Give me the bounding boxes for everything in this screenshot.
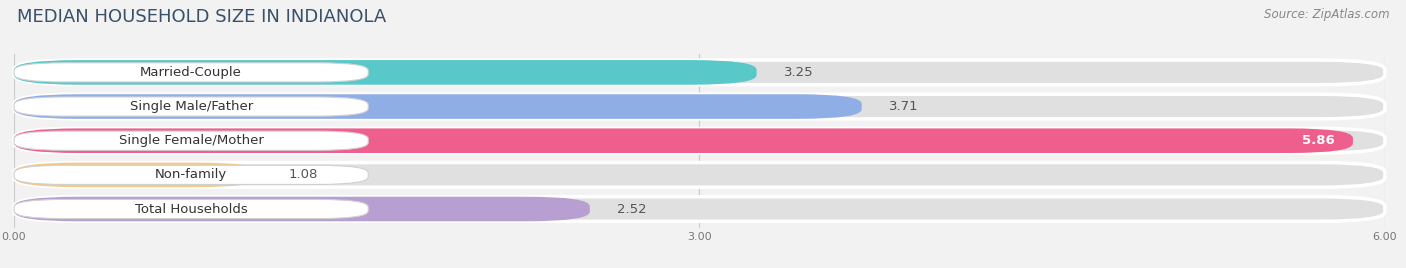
Text: Total Households: Total Households: [135, 203, 247, 215]
FancyBboxPatch shape: [14, 199, 368, 219]
Text: 2.52: 2.52: [617, 203, 647, 215]
FancyBboxPatch shape: [14, 97, 368, 116]
Text: MEDIAN HOUSEHOLD SIZE IN INDIANOLA: MEDIAN HOUSEHOLD SIZE IN INDIANOLA: [17, 8, 387, 26]
Text: Non-family: Non-family: [155, 168, 228, 181]
Text: 1.08: 1.08: [288, 168, 318, 181]
FancyBboxPatch shape: [14, 94, 862, 119]
Text: Source: ZipAtlas.com: Source: ZipAtlas.com: [1264, 8, 1389, 21]
Text: Single Female/Mother: Single Female/Mother: [118, 134, 263, 147]
Text: Single Male/Father: Single Male/Father: [129, 100, 253, 113]
FancyBboxPatch shape: [14, 163, 262, 187]
FancyBboxPatch shape: [14, 197, 591, 221]
FancyBboxPatch shape: [14, 165, 368, 184]
FancyBboxPatch shape: [14, 60, 756, 85]
FancyBboxPatch shape: [14, 63, 368, 82]
Text: 3.71: 3.71: [889, 100, 918, 113]
Text: 5.86: 5.86: [1302, 134, 1334, 147]
Text: Married-Couple: Married-Couple: [141, 66, 242, 79]
FancyBboxPatch shape: [14, 197, 1385, 221]
FancyBboxPatch shape: [14, 128, 1353, 153]
FancyBboxPatch shape: [14, 131, 368, 150]
FancyBboxPatch shape: [14, 128, 1385, 153]
FancyBboxPatch shape: [14, 94, 1385, 119]
FancyBboxPatch shape: [14, 163, 1385, 187]
Text: 3.25: 3.25: [785, 66, 814, 79]
FancyBboxPatch shape: [14, 60, 1385, 85]
